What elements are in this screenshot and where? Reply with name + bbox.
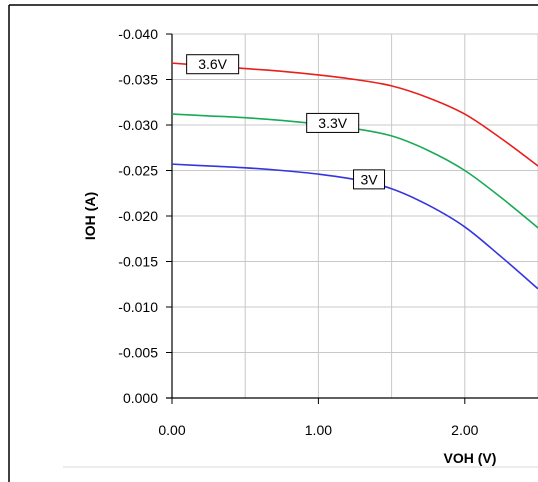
y-tick-label: -0.030 [118,117,158,133]
y-tick-labels: 0.000 -0.005 -0.010 -0.015 -0.020 -0.025 -0.03… [118,26,172,406]
series-label-3v: 3V [353,169,386,190]
series-labels: 3.6V 3.3V 3V [186,54,386,190]
y-tick-label: -0.015 [118,254,158,270]
y-tick-label: -0.040 [118,26,158,42]
y-tick-label: -0.020 [118,208,158,224]
y-tick-label: -0.025 [118,163,158,179]
series-label-3-3v: 3.3V [306,112,360,133]
series-label-text: 3.6V [198,56,227,72]
x-tick-labels: 0.00 1.00 2.00 [158,398,479,438]
x-axis-title: VOH (V) [444,450,497,466]
y-tick-label: -0.035 [118,72,158,88]
x-tick-label: 2.00 [451,422,478,438]
grid-lines [172,33,538,398]
series-label-3-6v: 3.6V [186,54,240,75]
series-label-box [186,54,240,75]
series-label-box [306,112,360,133]
y-tick-label: -0.010 [118,299,158,315]
x-tick-label: 0.00 [158,422,185,438]
series-label-box [353,169,386,190]
y-axis-title: IOH (A) [82,192,98,240]
y-tick-label: 0.000 [123,390,158,406]
y-tick-label: -0.005 [118,345,158,361]
series-label-text: 3.3V [318,115,347,131]
series-label-text: 3V [360,171,378,187]
x-tick-label: 1.00 [305,422,332,438]
